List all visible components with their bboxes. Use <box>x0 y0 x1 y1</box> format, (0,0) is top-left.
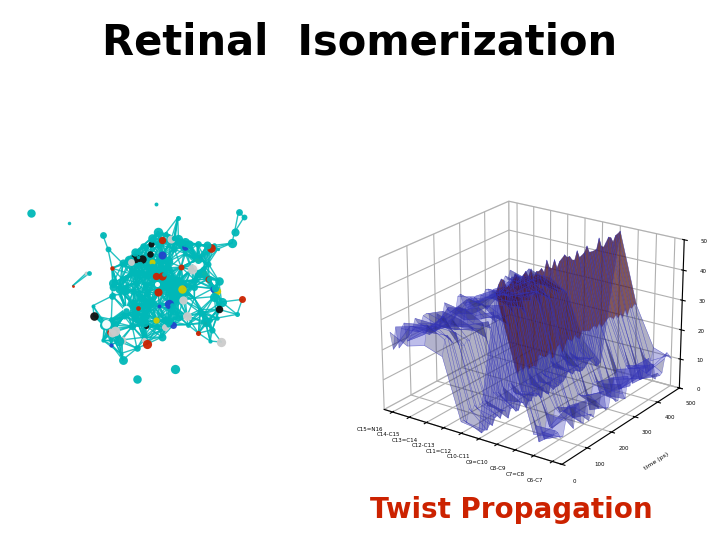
Text: Retinal  Isomerization: Retinal Isomerization <box>102 22 618 64</box>
Y-axis label: time (ps): time (ps) <box>644 452 670 471</box>
Text: Twist Propagation: Twist Propagation <box>370 496 652 524</box>
